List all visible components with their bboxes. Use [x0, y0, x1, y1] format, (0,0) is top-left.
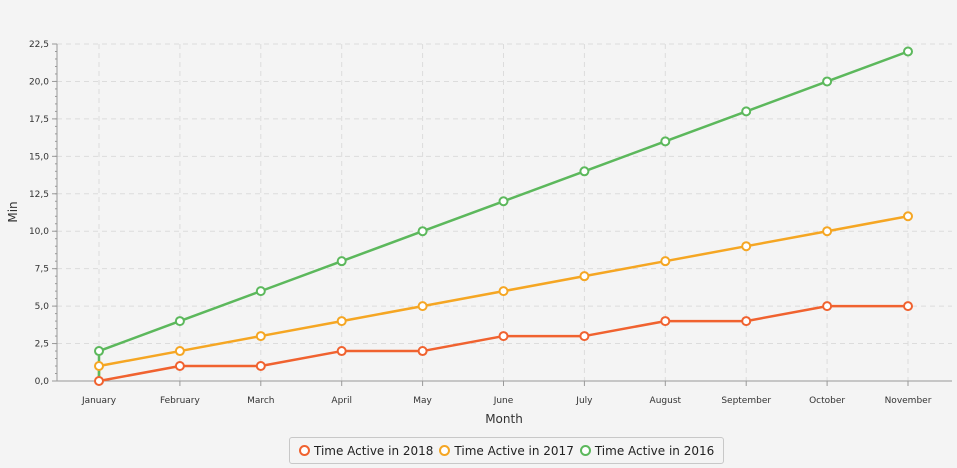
data-point: [579, 271, 590, 282]
x-tick-label: November: [885, 396, 932, 406]
data-point: [903, 211, 913, 222]
x-tick-label: January: [81, 396, 117, 406]
legend-label: Time Active in 2016: [594, 443, 715, 458]
data-point: [741, 241, 752, 252]
data-point: [822, 76, 833, 87]
data-point: [660, 316, 671, 327]
x-axis-label: Month: [485, 412, 523, 426]
data-point: [417, 301, 428, 312]
data-point: [822, 226, 833, 237]
data-point: [903, 301, 913, 312]
legend-item: Time Active in 2016: [579, 443, 715, 458]
series-line-2: [97, 50, 909, 381]
y-tick-label: 17,5: [29, 115, 49, 125]
data-point: [579, 166, 590, 177]
legend-item: Time Active in 2017: [439, 443, 574, 458]
data-point: [174, 346, 185, 357]
legend-swatch-icon: [579, 445, 591, 456]
legend-label: Time Active in 2018: [314, 443, 434, 458]
data-point: [417, 346, 428, 357]
x-tick-label: October: [809, 396, 845, 406]
y-tick-label: 22,5: [29, 40, 49, 50]
legend-label: Time Active in 2017: [454, 443, 574, 458]
data-point: [336, 256, 347, 267]
data-point: [94, 346, 104, 357]
data-point: [660, 256, 671, 267]
y-tick-label: 10,0: [29, 227, 49, 237]
data-point: [255, 331, 266, 342]
data-point: [498, 286, 509, 297]
x-tick-label: February: [160, 396, 201, 406]
x-tick-label: June: [493, 396, 514, 406]
data-point: [498, 196, 509, 207]
data-point: [579, 331, 590, 342]
y-tick-label: 2,5: [35, 340, 49, 350]
data-point: [660, 136, 671, 147]
y-tick-label: 20,0: [29, 77, 49, 87]
x-tick-label: April: [331, 396, 352, 406]
data-point: [822, 301, 833, 312]
x-tick-label: March: [247, 396, 274, 406]
data-point: [94, 361, 104, 372]
data-point: [94, 376, 104, 386]
legend-swatch-icon: [439, 445, 451, 456]
data-point: [255, 361, 266, 372]
data-point: [336, 346, 347, 357]
series-points: [94, 46, 913, 386]
gridlines: [57, 43, 952, 381]
series-line-1: [97, 215, 909, 381]
data-point: [417, 226, 428, 237]
data-point: [336, 316, 347, 327]
data-point: [498, 331, 509, 342]
x-tick-label: July: [575, 396, 593, 406]
x-tick-label: May: [413, 396, 432, 406]
legend: Time Active in 2018 Time Active in 2017 Ti…: [289, 437, 725, 464]
y-tick-label: 0,0: [35, 377, 50, 387]
data-point: [174, 316, 185, 327]
x-tick-label: August: [650, 396, 682, 406]
y-axis-label: Min: [6, 201, 20, 222]
y-tick-label: 7,5: [35, 265, 49, 275]
x-tick-label: September: [721, 396, 771, 406]
data-point: [741, 316, 752, 327]
data-point: [255, 286, 266, 297]
axes: 0,0 2,5 5,0 7,5 10,0 12,5 15,0 17,5 20,0 22,5 Janu…: [29, 40, 952, 406]
data-point: [741, 106, 752, 117]
data-point: [174, 361, 185, 372]
legend-item: Time Active in 2018: [299, 444, 433, 458]
y-tick-label: 15,0: [29, 152, 49, 162]
legend-swatch-icon: [299, 445, 310, 456]
y-tick-label: 12,5: [29, 190, 49, 200]
y-tick-label: 5,0: [35, 302, 50, 312]
data-point: [903, 46, 913, 57]
